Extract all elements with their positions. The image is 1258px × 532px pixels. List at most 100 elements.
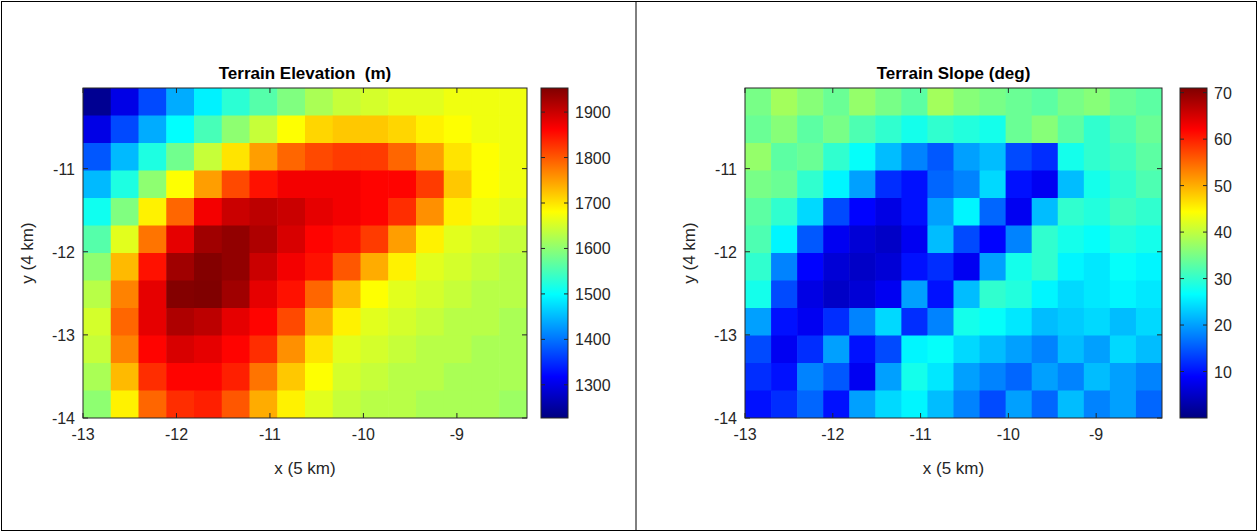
heatmap-cell	[166, 116, 194, 144]
heatmap-cell	[771, 253, 798, 281]
heatmap-cell	[499, 363, 527, 391]
heatmap-cell	[139, 116, 167, 144]
heatmap-cell	[83, 171, 111, 199]
heatmap-cell	[111, 171, 139, 199]
heatmap-cell	[1006, 143, 1033, 171]
heatmap-cell	[980, 171, 1007, 199]
y-tick-label: -14	[714, 410, 737, 427]
y-tick	[83, 334, 88, 335]
heatmap-cell	[1006, 308, 1033, 336]
y-tick	[1157, 418, 1162, 419]
heatmap-cell	[139, 308, 167, 336]
colorbar-tick	[564, 384, 568, 385]
heatmap-cell	[83, 281, 111, 309]
heatmap-cell	[849, 253, 876, 281]
heatmap-cell	[83, 226, 111, 254]
heatmap-cell	[1032, 281, 1059, 309]
heatmap-cell	[277, 308, 305, 336]
colorbar	[541, 88, 568, 418]
colorbar-tick	[564, 203, 568, 204]
heatmap-cell	[277, 226, 305, 254]
heatmap-cell	[277, 171, 305, 199]
heatmap-cell	[250, 308, 278, 336]
colorbar-tick	[541, 384, 545, 385]
heatmap-cell	[901, 88, 928, 116]
heatmap-cell	[139, 198, 167, 226]
x-tick	[363, 413, 364, 418]
heatmap-cell	[333, 116, 361, 144]
heatmap-cell	[980, 363, 1007, 391]
heatmap-cell	[472, 308, 500, 336]
heatmap-cell	[1136, 391, 1162, 419]
heatmap-cell	[194, 336, 222, 364]
colorbar-tick-label: 50	[1214, 178, 1232, 195]
heatmap-cell	[388, 281, 416, 309]
heatmap-cell	[745, 226, 772, 254]
colorbar-tick	[1203, 232, 1207, 233]
heatmap-cell	[388, 308, 416, 336]
heatmap-cell	[333, 281, 361, 309]
colorbar-tick	[1180, 278, 1184, 279]
colorbar-tick	[564, 248, 568, 249]
colorbar-tick	[541, 157, 545, 158]
heatmap-cell	[222, 88, 250, 116]
heatmap-cell	[901, 336, 928, 364]
heatmap-cell	[194, 308, 222, 336]
heatmap-cell	[250, 253, 278, 281]
heatmap-cell	[1084, 88, 1111, 116]
heatmap-cell	[222, 143, 250, 171]
heatmap-cell	[954, 88, 981, 116]
heatmap-cell	[1136, 171, 1162, 199]
heatmap-cell	[901, 171, 928, 199]
colorbar-tick-label: 1800	[575, 150, 611, 167]
heatmap-cell	[849, 363, 876, 391]
colorbar-tick-label: 1500	[575, 286, 611, 303]
heatmap-cell	[980, 391, 1007, 419]
x-tick	[363, 88, 364, 93]
heatmap-cell	[277, 143, 305, 171]
heatmap-cell	[901, 391, 928, 419]
heatmap-cell	[875, 171, 902, 199]
colorbar-tick	[1203, 325, 1207, 326]
y-tick-label: -13	[52, 327, 75, 344]
heatmap-cell	[1136, 336, 1162, 364]
heatmap-cell	[1058, 226, 1085, 254]
colorbar-tick	[1203, 371, 1207, 372]
y-tick	[745, 334, 750, 335]
x-tick	[269, 413, 270, 418]
heatmap-cell	[333, 253, 361, 281]
heatmap-cell	[980, 143, 1007, 171]
heatmap-cell	[444, 226, 472, 254]
heatmap-cell	[305, 281, 333, 309]
heatmap-cell	[1136, 363, 1162, 391]
heatmap-cell	[361, 281, 389, 309]
heatmap-cell	[823, 116, 850, 144]
heatmap-cell	[1110, 363, 1137, 391]
heatmap-cell	[222, 281, 250, 309]
heatmap-cell	[1084, 281, 1111, 309]
y-tick	[745, 418, 750, 419]
colorbar-tick	[541, 293, 545, 294]
heatmap-cell	[472, 363, 500, 391]
heatmap-cell	[771, 116, 798, 144]
heatmap-cell	[745, 143, 772, 171]
heatmap-cell	[166, 88, 194, 116]
heatmap-cell	[222, 336, 250, 364]
x-tick	[920, 88, 921, 93]
heatmap-cell	[797, 198, 824, 226]
heatmap-cell	[444, 88, 472, 116]
heatmap-cell	[166, 336, 194, 364]
heatmap-cell	[83, 88, 111, 116]
heatmap-cell	[849, 143, 876, 171]
heatmap-cell	[305, 226, 333, 254]
heatmap-cell	[823, 253, 850, 281]
heatmap-cell	[1006, 281, 1033, 309]
heatmap-cell	[166, 391, 194, 419]
heatmap-cell	[849, 116, 876, 144]
heatmap-cell	[416, 88, 444, 116]
heatmap-cell	[875, 363, 902, 391]
y-tick	[83, 418, 88, 419]
heatmap-cell	[1058, 88, 1085, 116]
heatmap-cell	[771, 281, 798, 309]
heatmap-cells	[745, 88, 1162, 418]
